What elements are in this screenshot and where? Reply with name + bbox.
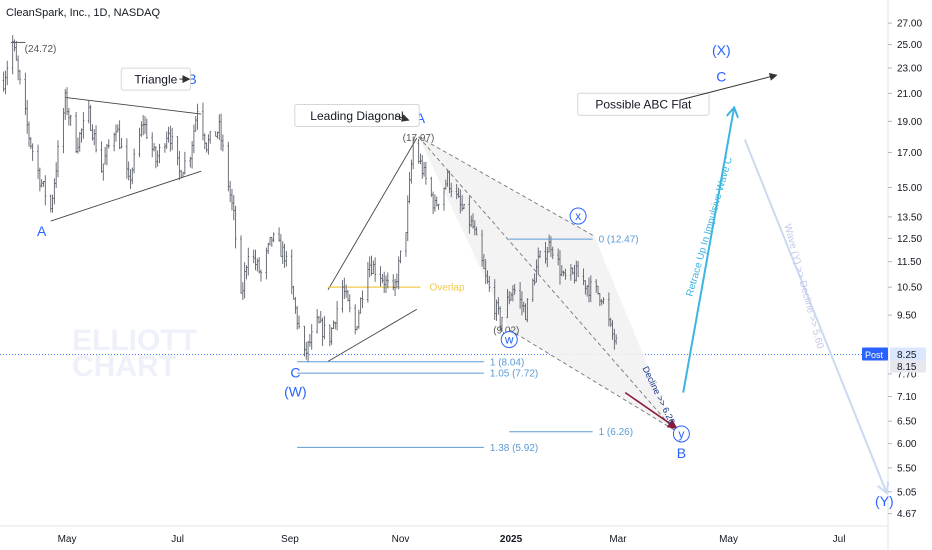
annotation-text: Possible ABC Flat (595, 98, 692, 112)
wave-label: (W) (284, 384, 307, 400)
post-price-label: 8.25 (897, 350, 917, 361)
wave-label: w (504, 333, 514, 347)
y-tick-label: 6.00 (897, 439, 917, 450)
overlap-label: Overlap (430, 283, 465, 294)
y-tick-label: 10.50 (897, 283, 922, 294)
wave-label-circle (672, 425, 690, 443)
y-tick-label: 6.50 (897, 417, 917, 428)
wave-label: y (678, 427, 684, 441)
wave-y-arrow (743, 139, 886, 492)
x-tick-label: May (58, 534, 77, 545)
x-tick-label: Jul (833, 534, 846, 545)
decline-channel-fill (418, 136, 675, 430)
annotation-box (294, 104, 420, 128)
x-axis: May Jul Sep Nov 2025 Mar May Jul (58, 534, 846, 545)
watermark-text-1: ELLIOTT (72, 324, 197, 357)
y-tick-label: 15.00 (897, 183, 922, 194)
y-tick-label: 11.50 (897, 257, 922, 268)
last-price-label: 8.15 (897, 362, 917, 373)
x-tick-label: Sep (281, 534, 299, 545)
y-tick-label: 17.00 (897, 148, 922, 159)
axis-lines (0, 0, 889, 550)
wave-labels: (24.72)(17.97)(9.02)ABC(W)AxwyB(X)C(Y)Tr… (25, 42, 894, 509)
price-candles (2, 35, 618, 363)
x-tick-label: 2025 (500, 534, 523, 545)
last-price-tag (890, 360, 926, 373)
y-tick-label: 27.00 (897, 19, 922, 30)
wave-label: x (575, 209, 581, 223)
annotation-text: Triangle (134, 73, 177, 87)
wave-label: (Y) (875, 493, 894, 509)
triangle-upper-line (65, 96, 202, 115)
wave-label-circle (500, 331, 518, 349)
fib-level-label: 1 (6.26) (599, 427, 633, 438)
annotation-text: Leading Diagonal (310, 109, 403, 123)
y-tick-label: 12.50 (897, 234, 922, 245)
y-tick-label: 5.50 (897, 463, 917, 474)
flat-pointer (679, 72, 778, 101)
x-tick-label: Nov (392, 534, 410, 545)
retrace-up-arrow (682, 108, 734, 393)
channel-mid-line (418, 136, 675, 431)
chart-title: CleanSpark, Inc., 1D, NASDAQ (6, 7, 161, 19)
x-tick-label: Jul (171, 534, 184, 545)
wave-label: (X) (712, 42, 731, 58)
decline-arrow (624, 391, 678, 429)
price-label: (24.72) (25, 44, 57, 55)
wave-label-circle (569, 207, 587, 225)
x-tick-label: May (719, 534, 738, 545)
diagonal-upper-line (327, 137, 418, 291)
diagonal-pointer (394, 114, 410, 122)
annotation-box (577, 92, 710, 116)
y-tick-label: 23.00 (897, 63, 922, 74)
y-tick-label: 21.00 (897, 89, 922, 100)
triangle-lower-line (50, 170, 202, 222)
y-tick-label: 7.10 (897, 392, 917, 403)
retrace-arrow-label: Retrace Up In Impulsive Wave C (685, 156, 735, 298)
fib-level-label: 1.38 (5.92) (490, 443, 538, 454)
fib-level-label: 1.05 (7.72) (490, 369, 538, 380)
wave-label: A (416, 110, 426, 126)
price-label: (9.02) (493, 326, 519, 337)
diagonal-lower-line (327, 308, 418, 362)
wave-label: B (677, 445, 686, 461)
wave-structure-lines (10, 41, 675, 431)
post-tag (862, 347, 888, 361)
y-tick-label: 5.05 (897, 487, 917, 498)
wave-label: B (187, 71, 196, 87)
y-tick-label: 25.00 (897, 40, 922, 51)
fib-level-label: 1 (8.04) (490, 357, 524, 368)
y-tick-label: 19.00 (897, 117, 922, 128)
wave-label: C (290, 364, 300, 380)
wave-label: C (716, 69, 726, 85)
watermark-text-2: CHART (72, 350, 177, 383)
wave-y-arrow-label: Wave (Y) >> Decline >> 5.60 (781, 223, 825, 350)
fib-level-label: 0 (12.47) (599, 235, 639, 246)
fibonacci-levels: 1 (8.04)1.05 (7.72) 1.38 (5.92) 0 (12.47) 1… (297, 235, 639, 454)
channel-upper-line (418, 136, 595, 237)
post-tag-label: Post (865, 350, 884, 360)
y-tick-label: 7.70 (897, 369, 917, 380)
x-tick-label: Mar (609, 534, 627, 545)
y-tick-label: 13.50 (897, 212, 922, 223)
y-tick-label: 9.50 (897, 311, 917, 322)
post-price-tag (890, 347, 926, 361)
y-axis: 27.00 25.00 23.00 21.00 19.00 17.00 15.00 13.50… (862, 19, 926, 520)
y-tick-label: 4.67 (897, 509, 917, 520)
wave-label: A (37, 223, 47, 239)
price-label: (17.97) (403, 133, 435, 144)
